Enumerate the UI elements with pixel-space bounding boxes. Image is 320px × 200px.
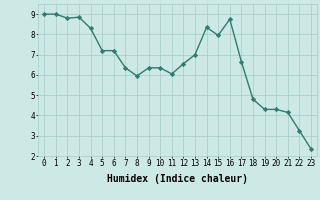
X-axis label: Humidex (Indice chaleur): Humidex (Indice chaleur)	[107, 174, 248, 184]
